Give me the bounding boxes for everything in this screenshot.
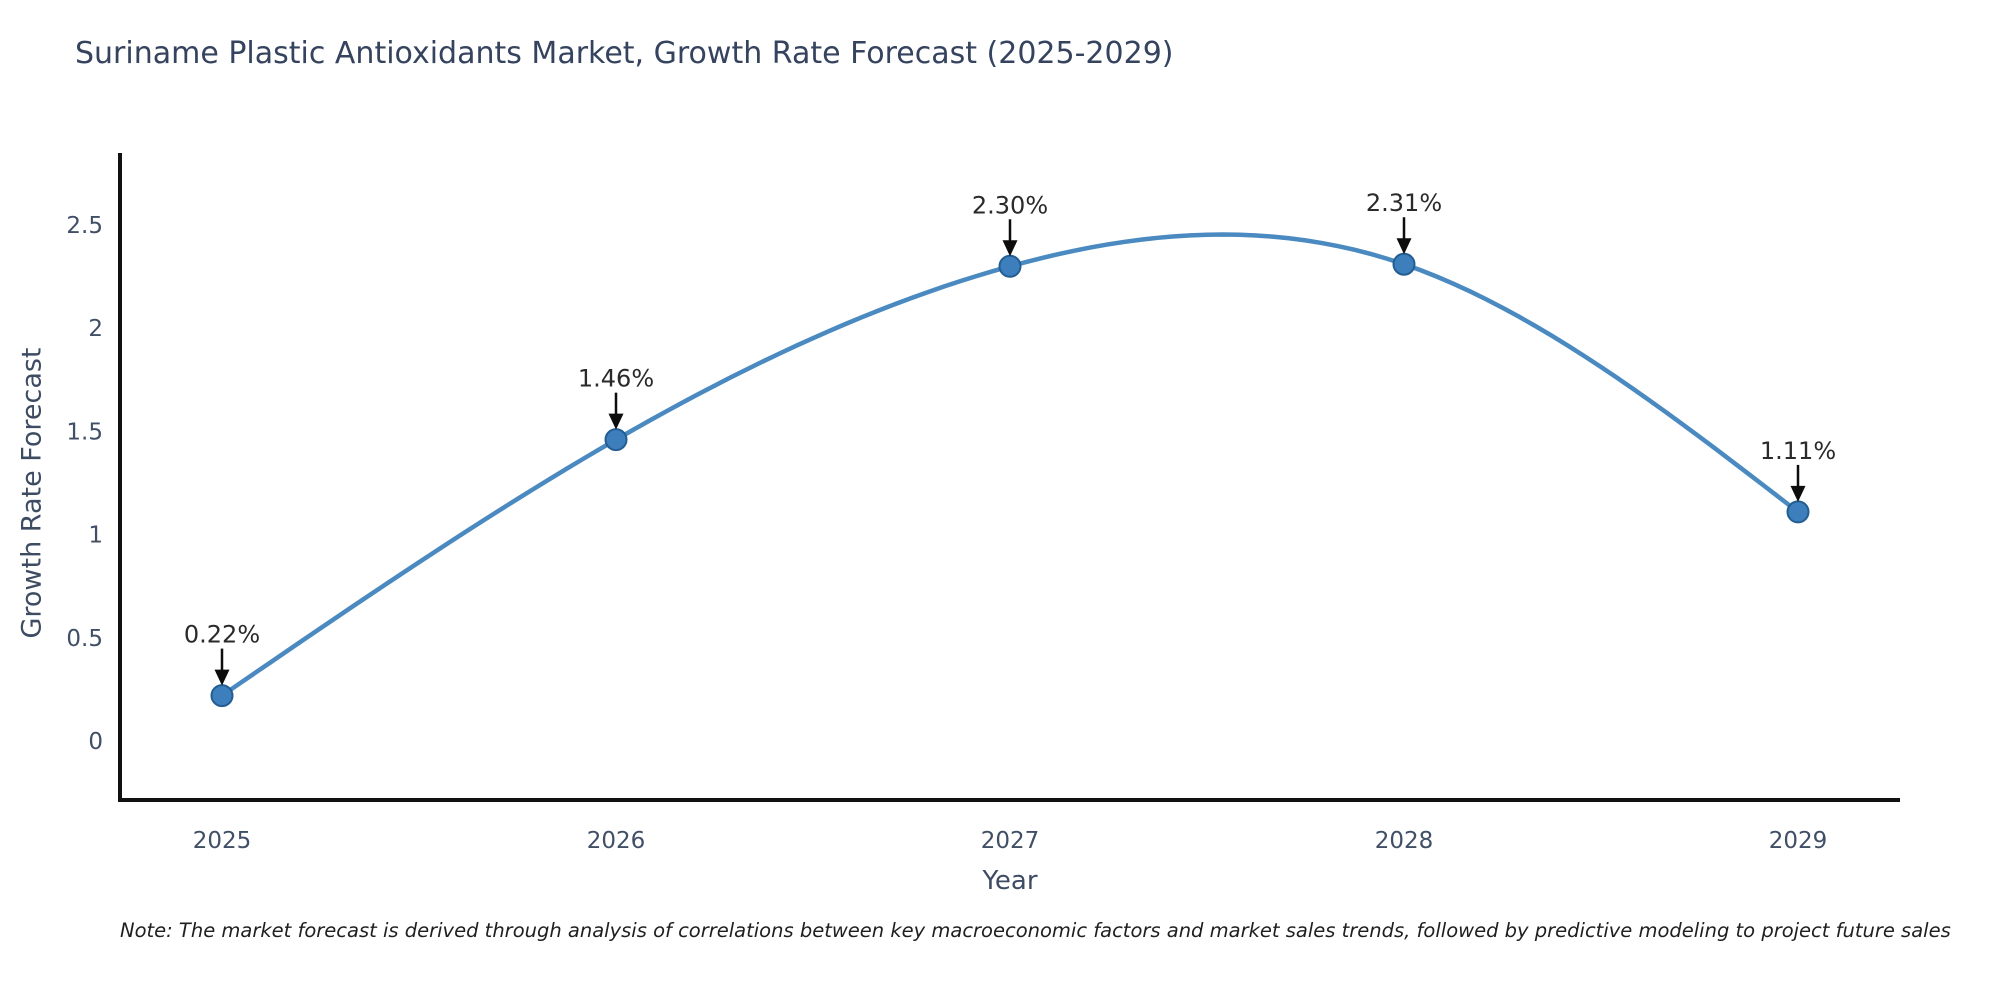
annotation-arrowhead <box>1396 238 1412 255</box>
x-tick-label: 2025 <box>193 828 252 854</box>
x-tick-label: 2026 <box>587 828 646 854</box>
x-tick-label: 2028 <box>1375 828 1434 854</box>
annotation-arrowhead <box>608 413 624 430</box>
y-tick-label: 2.5 <box>66 213 103 239</box>
annotation-arrowhead <box>1790 485 1806 502</box>
y-tick-label: 2 <box>88 316 103 342</box>
y-tick-label: 1 <box>88 523 103 549</box>
data-point-marker-2025 <box>210 684 234 708</box>
x-tick-label: 2029 <box>1769 828 1828 854</box>
data-point-label-2026: 1.46% <box>578 365 654 393</box>
data-point-label-2027: 2.30% <box>972 191 1048 219</box>
y-tick-label: 0 <box>88 729 103 755</box>
data-point-marker-2027 <box>998 254 1022 278</box>
x-axis-title: Year <box>982 866 1038 896</box>
data-point-label-2029: 1.11% <box>1760 437 1836 465</box>
y-tick-label: 0.5 <box>66 626 103 652</box>
forecast-line <box>219 232 1801 698</box>
x-tick-label: 2027 <box>981 828 1040 854</box>
data-point-marker-2028 <box>1392 252 1416 276</box>
chart-title: Suriname Plastic Antioxidants Market, Gr… <box>75 36 1174 71</box>
annotation-arrowhead <box>1002 240 1018 257</box>
footnote: Note: The market forecast is derived thr… <box>120 919 1951 942</box>
data-point-marker-2029 <box>1786 500 1810 524</box>
y-tick-label: 1.5 <box>66 419 103 445</box>
annotation-arrowhead <box>214 669 230 686</box>
data-point-label-2025: 0.22% <box>184 621 260 649</box>
data-point-marker-2026 <box>604 428 628 452</box>
data-point-label-2028: 2.31% <box>1366 189 1442 217</box>
